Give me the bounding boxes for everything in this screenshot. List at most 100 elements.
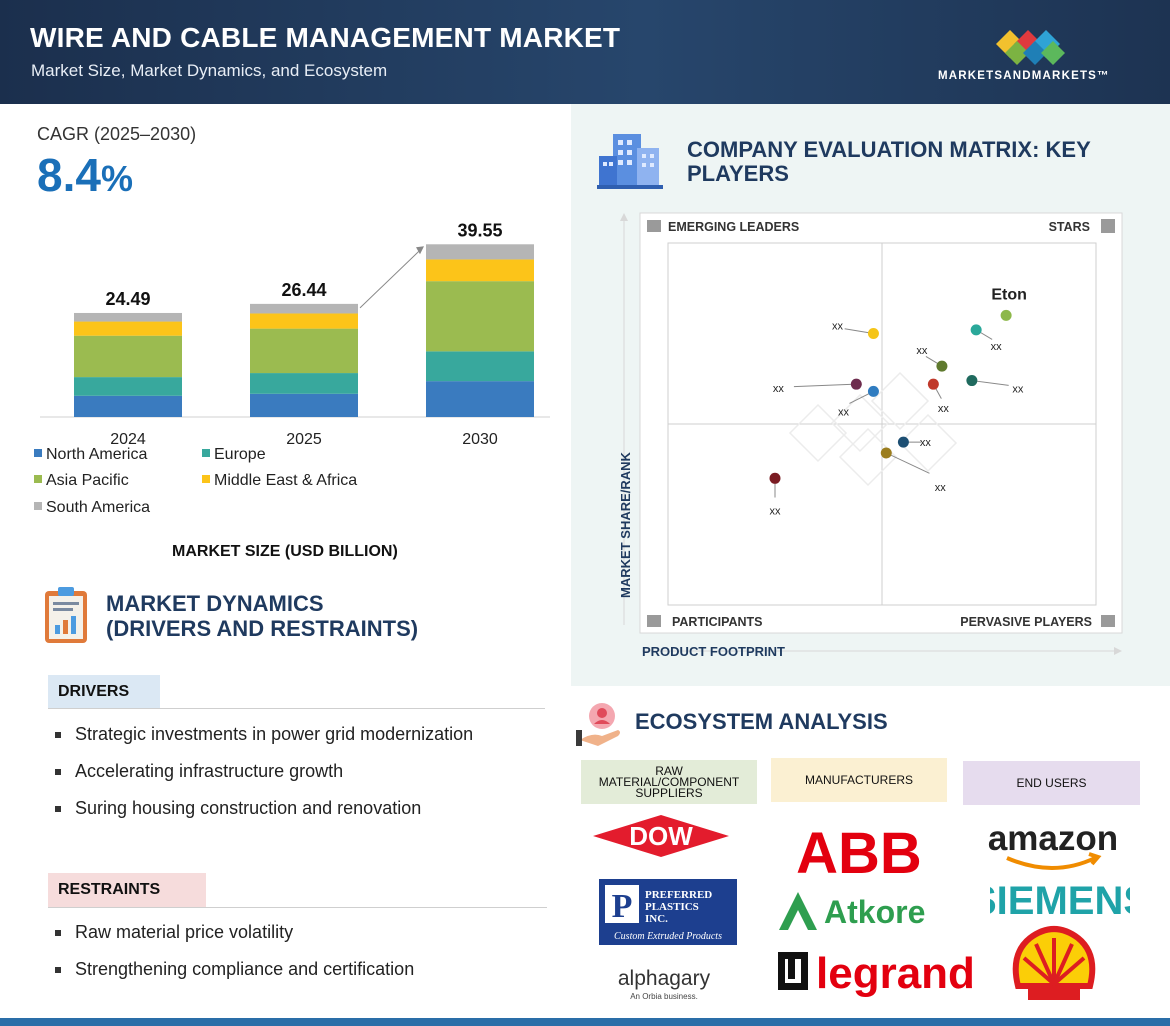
svg-text:PREFERRED: PREFERRED [645,889,712,901]
eco-heading-line: MATERIAL/COMPONENT [598,774,740,789]
bar-total-label: 26.44 [281,280,326,300]
svg-text:INC.: INC. [645,913,668,925]
bar-segment [426,281,534,352]
growth-arrow [359,247,423,309]
legend-label: North America [46,446,148,463]
point-label: xx [832,321,844,333]
quadrant-label-emerging-leaders: EMERGING LEADERS [668,220,799,234]
driver-item: Suring housing construction and renovati… [55,798,473,835]
x-axis-label: PRODUCT FOOTPRINT [642,644,785,659]
bottom-bar [0,1018,1170,1026]
point-leader-line [793,383,857,388]
matrix-point [1000,309,1012,321]
point-label: xx [770,505,782,517]
cagr-number: 8.4 [37,149,101,201]
legend-item: Asia Pacific [34,472,129,490]
company-evaluation-matrix: EMERGING LEADERS STARS PARTICIPANTS PERVASI… [618,212,1123,659]
restraint-item: Raw material price volatility [55,922,414,959]
svg-text:An Orbia business.: An Orbia business. [630,992,698,1001]
growth-arrow-head [416,246,424,255]
hand-user-icon [576,703,620,746]
market-dynamics-title-line2: (DRIVERS AND RESTRAINTS) [106,616,419,641]
bar-segment [250,393,358,417]
point-label: xx [838,406,850,418]
legend-label: South America [46,499,151,516]
bar-total-label: 24.49 [105,289,150,309]
ecosystem-title: ECOSYSTEM ANALYSIS [635,709,888,734]
cagr-unit: % [100,158,133,199]
eco-heading-end-users: END USERS [963,761,1140,805]
bar-total-label: 39.55 [457,220,502,240]
legend-label: Europe [214,446,266,463]
point-leader-line [886,452,930,474]
office-buildings-icon [597,134,663,189]
legrand-logo: legrand [778,949,975,998]
market-dynamics-title-line1: MARKET DYNAMICS [106,591,324,616]
brand-name: MARKETSANDMARKETS™ [938,70,1110,82]
siemens-logo: SIEMENS [990,879,1130,922]
market-size-bar-chart: 24.49 2024 26.44 2025 39.55 2030 [40,220,550,447]
eco-heading-line: RAW [655,763,683,778]
market-size-axis-label: MARKET SIZE (USD BILLION) [172,543,398,560]
x-tick-label: 2025 [286,431,322,447]
quadrant-label-participants: PARTICIPANTS [672,615,763,629]
legend-swatch [34,501,42,510]
matrix-point [970,324,982,336]
matrix-point [880,447,892,459]
eco-heading-line: SUPPLIERS [635,785,703,800]
abb-logo: ABB [796,821,922,879]
matrix-point [927,378,939,390]
y-axis-arrow-head [620,213,628,221]
legend-item: Europe [202,446,266,464]
page-subtitle: Market Size, Market Dynamics, and Ecosys… [31,61,388,80]
amazon-logo-text: amazon [988,819,1118,858]
market-dynamics-title: MARKET DYNAMICS (DRIVERS AND RESTRAINTS) [106,591,418,641]
legend-item: Middle East & Africa [202,472,357,490]
point-label: xx [1012,384,1024,396]
legend-swatch [34,474,42,483]
legend-swatch [202,474,210,483]
legend-swatch [34,448,42,457]
clipboard-chart-icon [45,587,87,643]
decor-diamond [830,393,890,453]
abb-logo-text: ABB [796,821,922,879]
quadrant-label-pervasive-players: PERVASIVE PLAYERS [960,615,1092,629]
legrand-logo-text: legrand [816,949,975,998]
atkore-logo-text: Atkore [824,894,925,930]
bar-segment [426,381,534,417]
amazon-logo: amazon [988,819,1118,870]
eco-heading-manufacturers: MANUFACTURERS [771,758,947,802]
bar-segment [74,312,182,322]
matrix-point [966,375,978,387]
bar-segment [250,328,358,374]
logo-diamonds-icon [996,30,1065,65]
decor-diamond [898,413,958,473]
matrix-title: COMPANY EVALUATION MATRIX: KEY PLAYERS [687,137,1091,186]
quadrant-label-stars: STARS [1049,220,1090,234]
alphagary-logo: alphagary An Orbia business. [618,967,711,1001]
dow-logo: DOW [593,815,729,857]
bar-chart-legend: North America Europe Asia Pacific Middle… [34,446,414,524]
restraints-tab: RESTRAINTS [48,873,206,907]
decor-diamond [870,371,930,431]
bar-segment [426,351,534,382]
legend-swatch [202,448,210,457]
point-label: xx [938,403,950,415]
cagr-label: CAGR (2025–2030) [37,124,197,144]
atkore-logo: Atkore [779,892,925,930]
decor-diamond [788,403,848,463]
legend-label: Asia Pacific [46,472,129,489]
page-title: WIRE AND CABLE MANAGEMENT MARKET [30,22,621,53]
header-banner: WIRE AND CABLE MANAGEMENT MARKET Market … [0,0,1170,104]
svg-text:P: P [612,888,633,925]
legend-label: Middle East & Africa [214,472,358,489]
bar-segment [250,313,358,329]
matrix-point [867,385,879,397]
marketsandmarkets-logo: MARKETSANDMARKETS™ [938,20,1118,90]
emerging-leaders-icon [647,220,661,232]
siemens-logo-text: SIEMENS [990,879,1130,922]
bar-segment [250,303,358,314]
cagr-value: 8.4% [37,148,133,202]
driver-item: Strategic investments in power grid mode… [55,724,473,761]
y-axis-label: MARKET SHARE/RANK [618,451,633,598]
